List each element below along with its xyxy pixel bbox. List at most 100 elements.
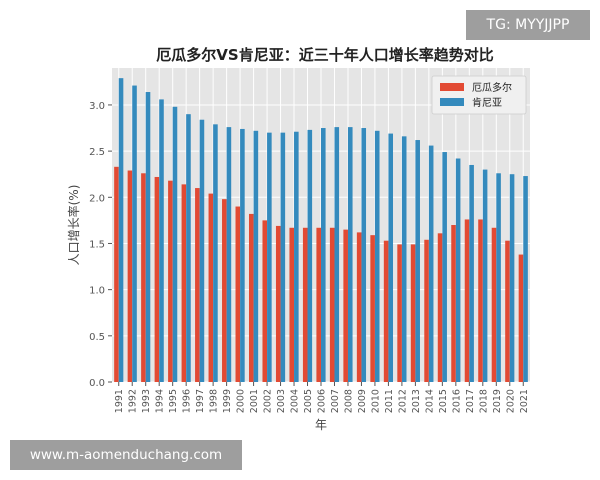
bar-ecuador-2015 xyxy=(437,233,443,382)
bar-kenya-2004 xyxy=(294,131,299,382)
bar-kenya-1994 xyxy=(159,99,164,383)
bar-kenya-2012 xyxy=(401,136,407,382)
bar-kenya-2006 xyxy=(321,128,326,382)
bar-ecuador-2012 xyxy=(397,244,402,382)
bar-ecuador-1999 xyxy=(222,199,227,382)
bar-kenya-2019 xyxy=(496,173,501,382)
legend-label: 肯尼亚 xyxy=(472,96,502,109)
bar-kenya-2010 xyxy=(374,130,380,382)
bar-ecuador-1997 xyxy=(195,188,200,382)
bar-ecuador-2017 xyxy=(464,219,470,382)
x-tick-label: 2011 xyxy=(384,389,395,413)
bar-ecuador-2004 xyxy=(289,227,295,382)
bar-ecuador-2007 xyxy=(329,227,335,382)
bar-kenya-1993 xyxy=(145,92,151,382)
bar-ecuador-2020 xyxy=(505,240,510,382)
x-tick-label: 2008 xyxy=(343,389,354,413)
y-tick-label: 2.5 xyxy=(89,147,105,158)
x-tick-label: 2007 xyxy=(330,389,341,413)
bar-kenya-2008 xyxy=(347,127,353,382)
bar-kenya-1999 xyxy=(226,127,232,382)
x-tick-label: 1995 xyxy=(168,389,179,413)
bar-kenya-2017 xyxy=(469,164,474,382)
watermark-bottom-left: www.m-aomenduchang.com xyxy=(10,440,242,470)
x-tick-label: 2006 xyxy=(317,389,328,413)
x-tick-label: 2000 xyxy=(236,389,247,413)
x-axis-ticks: 1991 1992 1993 1994 1995 1996 1997 1998 1999 2000… xyxy=(114,382,530,413)
bar-kenya-2014 xyxy=(428,145,434,382)
x-tick-label: 1997 xyxy=(195,389,206,413)
x-tick-label: 2001 xyxy=(249,389,260,413)
x-tick-label: 2003 xyxy=(276,389,287,413)
bar-ecuador-2013 xyxy=(410,244,416,382)
x-tick-label: 1992 xyxy=(128,389,139,413)
bar-kenya-2011 xyxy=(388,133,394,382)
y-tick-label: 0.5 xyxy=(89,332,105,343)
chart-title: 厄瓜多尔VS肯尼亚：近三十年人口增长率趋势对比 xyxy=(156,46,493,64)
bar-kenya-1998 xyxy=(213,124,218,382)
x-tick-label: 1991 xyxy=(114,389,125,413)
bar-ecuador-2021 xyxy=(518,254,524,382)
x-tick-label: 2013 xyxy=(411,389,422,413)
bar-kenya-2018 xyxy=(482,169,488,382)
y-tick-label: 2.0 xyxy=(89,193,105,204)
bar-kenya-2005 xyxy=(307,129,313,382)
bars xyxy=(114,78,528,383)
bar-ecuador-2008 xyxy=(343,229,348,382)
bar-kenya-2001 xyxy=(253,130,259,382)
bar-ecuador-2018 xyxy=(478,219,483,382)
x-tick-label: 2021 xyxy=(519,389,530,413)
y-axis-ticks: 0.0 0.5 1.0 1.5 2.0 2.5 3.0 xyxy=(89,101,112,389)
bar-kenya-2009 xyxy=(361,128,367,382)
bar-kenya-2003 xyxy=(280,132,286,382)
bar-kenya-2013 xyxy=(415,140,420,382)
bar-kenya-2021 xyxy=(523,176,528,382)
y-tick-label: 0.0 xyxy=(89,378,105,389)
x-axis-label: 年 xyxy=(315,418,327,432)
x-tick-label: 2015 xyxy=(438,389,449,413)
bar-ecuador-2005 xyxy=(302,227,308,382)
bar-ecuador-1998 xyxy=(208,193,214,382)
bar-kenya-1991 xyxy=(118,78,124,383)
bar-ecuador-1992 xyxy=(127,170,133,382)
x-tick-label: 2014 xyxy=(424,389,435,413)
bar-ecuador-2010 xyxy=(370,235,375,382)
bar-ecuador-2014 xyxy=(424,239,429,382)
legend-swatch xyxy=(440,98,464,106)
y-tick-label: 3.0 xyxy=(89,101,105,112)
x-tick-label: 2004 xyxy=(290,389,301,413)
x-tick-label: 2016 xyxy=(451,389,462,413)
x-tick-label: 2009 xyxy=(357,389,368,413)
bar-ecuador-2000 xyxy=(235,206,241,382)
bar-ecuador-2011 xyxy=(383,240,389,382)
x-tick-label: 2017 xyxy=(465,389,476,413)
bar-kenya-2007 xyxy=(334,127,340,382)
bar-ecuador-2016 xyxy=(451,225,456,382)
bar-kenya-2020 xyxy=(509,174,515,382)
watermark-top-right: TG: MYYJJPP xyxy=(466,10,590,40)
x-tick-label: 1999 xyxy=(222,389,233,413)
bar-ecuador-1993 xyxy=(141,173,146,382)
bar-ecuador-2003 xyxy=(275,225,281,382)
x-tick-label: 1996 xyxy=(182,389,193,413)
x-tick-label: 2020 xyxy=(505,389,516,413)
bar-kenya-2002 xyxy=(267,132,272,382)
bar-ecuador-1996 xyxy=(181,184,187,382)
bar-ecuador-2001 xyxy=(248,213,254,382)
bar-kenya-1995 xyxy=(172,106,178,382)
x-tick-label: 1993 xyxy=(141,389,152,413)
x-tick-label: 1994 xyxy=(155,389,166,413)
x-tick-label: 2010 xyxy=(370,389,381,413)
x-tick-label: 2018 xyxy=(478,389,489,413)
bar-ecuador-1995 xyxy=(168,180,173,382)
legend-swatch xyxy=(440,83,464,91)
bar-kenya-1996 xyxy=(186,114,191,383)
bar-kenya-2015 xyxy=(442,152,447,382)
bar-ecuador-2019 xyxy=(491,227,497,382)
bar-ecuador-2006 xyxy=(316,227,321,382)
bar-kenya-2016 xyxy=(455,158,461,382)
bar-ecuador-1991 xyxy=(114,166,119,382)
bar-ecuador-1994 xyxy=(154,176,160,382)
